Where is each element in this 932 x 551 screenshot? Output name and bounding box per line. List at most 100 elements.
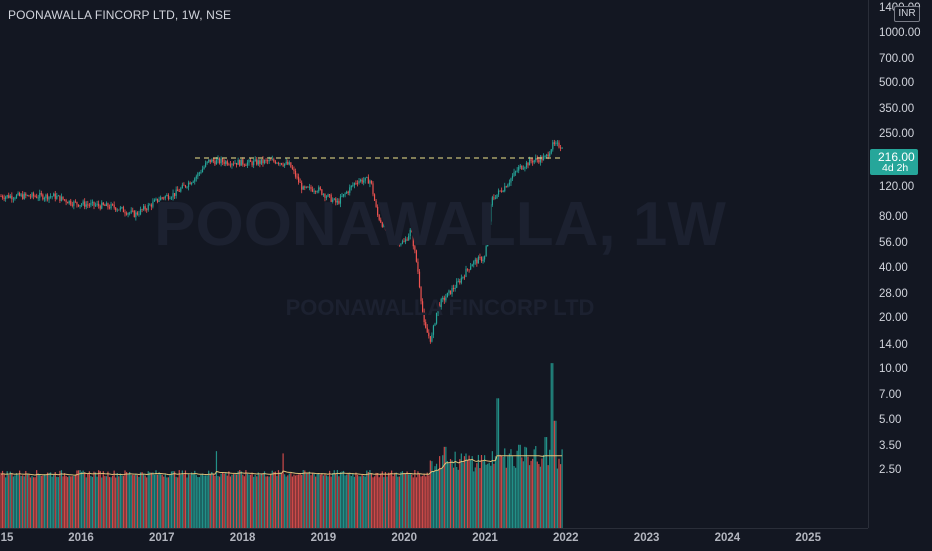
volume-bar (187, 474, 190, 528)
volume-bar (259, 474, 261, 528)
volume-bar (127, 474, 129, 528)
volume-bar (449, 459, 452, 528)
candle (349, 184, 351, 196)
volume-bar (435, 463, 438, 528)
volume-bar (54, 472, 56, 528)
candle (153, 198, 156, 202)
candle (499, 190, 501, 192)
candle (108, 204, 111, 210)
candle (186, 186, 188, 189)
volume-bar (448, 463, 450, 528)
volume-bar (350, 476, 352, 528)
time-tick: 2024 (714, 532, 741, 544)
volume-bar (538, 464, 540, 528)
volume-bar (112, 475, 114, 528)
volume-bar (488, 462, 490, 528)
candle (82, 199, 84, 206)
volume-bar (132, 474, 134, 528)
candle (125, 211, 128, 216)
candle (333, 197, 335, 201)
volume-bar (46, 472, 49, 528)
volume-bar (203, 475, 205, 528)
volume-bar (248, 474, 250, 528)
candle (265, 158, 267, 164)
volume-bar (163, 476, 165, 528)
candle (164, 195, 166, 201)
candle (280, 162, 283, 166)
volume-bar (194, 470, 196, 528)
volume-bar (384, 471, 386, 528)
volume-bar (439, 456, 441, 528)
candle (161, 196, 163, 200)
candle (191, 182, 193, 186)
time-axis[interactable]: 15 2016 2017 2018 2019 2020 2021 2022 2023 2024 20… (0, 528, 868, 551)
volume-bar (178, 470, 180, 528)
volume-bar (301, 474, 303, 528)
candle (398, 239, 400, 247)
volume-bar (29, 477, 32, 528)
candle (341, 192, 343, 198)
volume-bar (394, 472, 396, 528)
candle (487, 229, 489, 247)
candle (524, 166, 526, 172)
candle (501, 187, 503, 193)
candle (240, 159, 242, 166)
last-price-tag: 216.00 4d 2h (870, 149, 918, 175)
candle (40, 190, 42, 197)
candle (91, 199, 94, 206)
candle (397, 237, 399, 246)
volume-bar (395, 472, 397, 528)
candle (449, 290, 452, 295)
candle (293, 166, 295, 175)
candle (229, 161, 231, 168)
volume-bar (471, 456, 473, 528)
volume-bar (285, 476, 287, 528)
price-tick: 250.00 (879, 127, 915, 140)
volume-bar (344, 475, 346, 528)
volume-bar (256, 476, 258, 528)
volume-bar (231, 474, 233, 528)
candle (68, 200, 70, 205)
candle (442, 295, 444, 303)
candle (206, 161, 208, 165)
candle (234, 159, 236, 165)
candle (118, 209, 120, 211)
volume-bar (146, 477, 148, 528)
volume-bar (243, 476, 245, 528)
candle (189, 181, 191, 185)
chart-pane[interactable]: POONAWALLA, 1W POONAWALLA FINCORP LTD PO… (0, 0, 868, 528)
volume-bar (225, 472, 227, 528)
price-tick: 500.00 (879, 77, 915, 90)
volume-bar (546, 437, 548, 528)
currency-badge[interactable]: INR (894, 6, 920, 22)
candle (544, 154, 546, 159)
volume-bar (212, 474, 214, 528)
volume-bar (67, 477, 69, 528)
volume-bar (510, 449, 512, 528)
symbol-title[interactable]: POONAWALLA FINCORP LTD, 1W, NSE (8, 8, 232, 22)
candle (177, 186, 179, 192)
candle (301, 180, 303, 194)
candle (456, 278, 458, 289)
volume-bar (166, 477, 168, 528)
volume-bar (282, 453, 284, 528)
candle (330, 193, 332, 203)
volume-bar (195, 475, 197, 528)
price-plot[interactable] (0, 0, 868, 528)
candle (236, 162, 238, 168)
candle (105, 201, 107, 207)
volume-bar (205, 475, 207, 528)
volume-bar (366, 470, 368, 528)
candle (65, 198, 67, 206)
volume-bar (164, 474, 166, 528)
volume-bar (507, 456, 509, 528)
volume-bar (501, 455, 503, 528)
volume-bar (404, 473, 407, 528)
candle (267, 159, 269, 165)
price-axis[interactable]: 1400.001000.00700.00500.00350.00250.0017… (868, 0, 932, 528)
candle (290, 162, 292, 168)
candle (375, 199, 377, 208)
candle (217, 155, 219, 164)
candle (195, 174, 197, 182)
volume-bar (87, 473, 89, 528)
